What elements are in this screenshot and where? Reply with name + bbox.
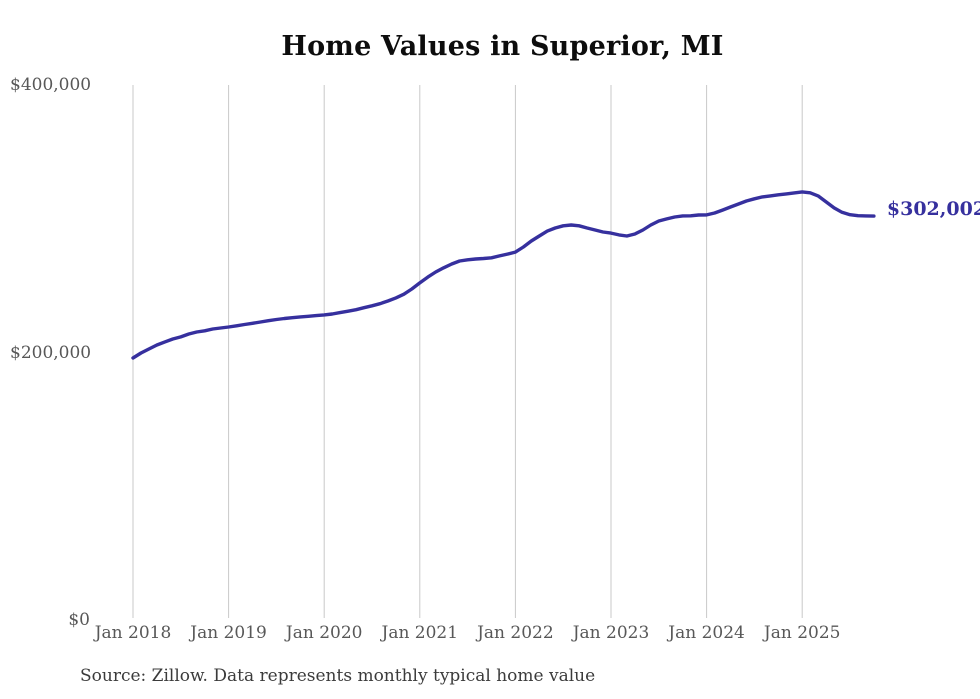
x-tick-label: Jan 2025 <box>763 623 841 643</box>
source-note: Source: Zillow. Data represents monthly … <box>80 666 596 686</box>
y-tick-label: $400,000 <box>10 75 92 95</box>
x-tick-label: Jan 2018 <box>94 623 172 643</box>
home-value-line <box>131 190 876 360</box>
chart-title: Home Values in Superior, MI <box>281 31 724 62</box>
x-tick-label: Jan 2020 <box>285 623 363 643</box>
x-tick-label: Jan 2023 <box>572 623 650 643</box>
y-tick-label: $200,000 <box>10 342 92 363</box>
x-tick-label: Jan 2021 <box>381 623 459 643</box>
x-tick-label: Jan 2022 <box>477 623 554 643</box>
latest-value-label: $302,002 <box>886 198 980 221</box>
x-tick-label: Jan 2024 <box>668 623 745 643</box>
y-tick-label: $0 <box>68 610 90 630</box>
x-tick-label: Jan 2019 <box>190 623 267 643</box>
